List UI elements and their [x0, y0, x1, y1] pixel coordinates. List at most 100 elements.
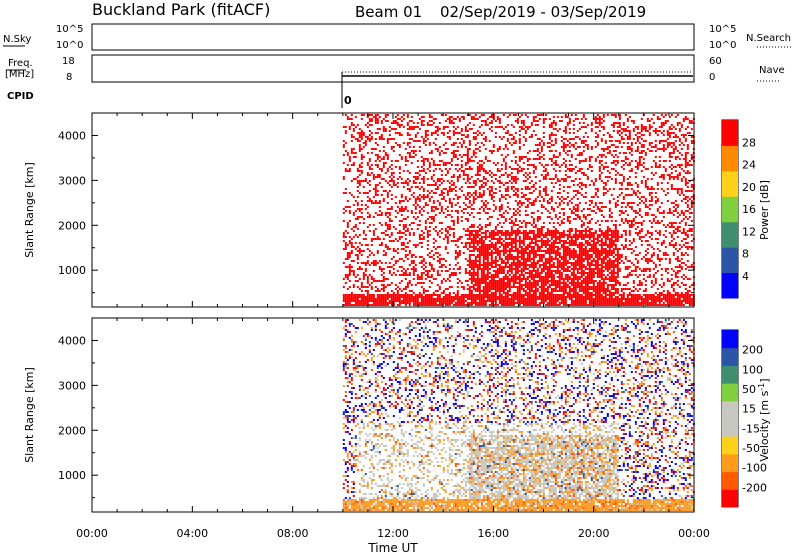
heatmap-cell	[593, 244, 595, 246]
heatmap-cell	[551, 158, 553, 160]
heatmap-cell	[391, 220, 393, 222]
heatmap-cell	[551, 196, 553, 198]
heatmap-cell	[549, 124, 551, 126]
heatmap-cell	[529, 300, 531, 302]
heatmap-cell	[479, 288, 481, 290]
heatmap-cell	[407, 178, 409, 180]
heatmap-cell	[443, 128, 445, 130]
heatmap-cell	[417, 244, 419, 246]
heatmap-cell	[463, 208, 465, 210]
heatmap-cell	[491, 262, 493, 264]
heatmap-cell	[545, 266, 547, 268]
heatmap-cell	[563, 282, 565, 284]
heatmap-cell	[353, 124, 355, 126]
heatmap-cell	[381, 186, 383, 188]
heatmap-cell	[555, 258, 557, 260]
heatmap-cell	[371, 172, 373, 174]
heatmap-cell	[599, 236, 601, 238]
heatmap-cell	[575, 304, 577, 306]
heatmap-cell	[385, 128, 387, 130]
heatmap-cell	[503, 246, 505, 248]
heatmap-cell	[595, 296, 597, 298]
heatmap-cell	[411, 212, 413, 214]
heatmap-cell	[451, 116, 453, 118]
heatmap-cell	[499, 136, 501, 138]
heatmap-cell	[507, 286, 509, 288]
heatmap-cell	[599, 176, 601, 178]
heatmap-cell	[371, 244, 373, 246]
heatmap-cell	[377, 236, 379, 238]
heatmap-cell	[477, 250, 479, 252]
heatmap-cell	[563, 242, 565, 244]
heatmap-cell	[409, 224, 411, 226]
heatmap-cell	[453, 134, 455, 136]
heatmap-cell	[517, 204, 519, 206]
heatmap-cell	[527, 232, 529, 234]
heatmap-cell	[459, 266, 461, 268]
heatmap-cell	[353, 196, 355, 198]
heatmap-cell	[429, 302, 431, 304]
heatmap-cell	[513, 222, 515, 224]
heatmap-cell	[485, 230, 487, 232]
heatmap-cell	[557, 294, 559, 296]
heatmap-cell	[459, 296, 461, 298]
heatmap-cell	[537, 276, 539, 278]
heatmap-cell	[475, 258, 477, 260]
heatmap-cell	[493, 278, 495, 280]
heatmap-cell	[415, 300, 417, 302]
heatmap-cell	[519, 264, 521, 266]
heatmap-cell	[599, 274, 601, 276]
heatmap-cell	[553, 120, 555, 122]
heatmap-cell	[549, 158, 551, 160]
heatmap-cell	[519, 256, 521, 258]
heatmap-cell	[487, 118, 489, 120]
heatmap-cell	[401, 178, 403, 180]
heatmap-cell	[589, 276, 591, 278]
heatmap-cell	[551, 276, 553, 278]
heatmap-cell	[427, 204, 429, 206]
heatmap-cell	[371, 138, 373, 140]
heatmap-cell	[359, 294, 361, 296]
heatmap-cell	[557, 252, 559, 254]
heatmap-cell	[517, 248, 519, 250]
heatmap-cell	[351, 250, 353, 252]
heatmap-cell	[375, 228, 377, 230]
heatmap-cell	[545, 294, 547, 296]
heatmap-cell	[533, 274, 535, 276]
heatmap-cell	[481, 232, 483, 234]
heatmap-cell	[361, 136, 363, 138]
heatmap-cell	[535, 254, 537, 256]
heatmap-cell	[513, 250, 515, 252]
heatmap-cell	[597, 292, 599, 294]
heatmap-cell	[443, 188, 445, 190]
heatmap-cell	[463, 134, 465, 136]
heatmap-cell	[445, 236, 447, 238]
heatmap-cell	[527, 234, 529, 236]
heatmap-cell	[427, 240, 429, 242]
heatmap-cell	[457, 202, 459, 204]
heatmap-cell	[507, 212, 509, 214]
heatmap-cell	[499, 268, 501, 270]
heatmap-cell	[447, 192, 449, 194]
heatmap-cell	[557, 304, 559, 306]
heatmap-cell	[563, 146, 565, 148]
heatmap-cell	[487, 248, 489, 250]
heatmap-cell	[589, 158, 591, 160]
heatmap-cell	[355, 248, 357, 250]
heatmap-cell	[477, 272, 479, 274]
heatmap-cell	[493, 276, 495, 278]
heatmap-cell	[591, 240, 593, 242]
heatmap-cell	[493, 252, 495, 254]
heatmap-cell	[509, 232, 511, 234]
heatmap-cell	[539, 254, 541, 256]
heatmap-cell	[497, 252, 499, 254]
heatmap-cell	[387, 216, 389, 218]
heatmap-cell	[429, 226, 431, 228]
heatmap-cell	[493, 230, 495, 232]
heatmap-cell	[541, 140, 543, 142]
heatmap-cell	[421, 122, 423, 124]
heatmap-cell	[479, 292, 481, 294]
heatmap-cell	[573, 290, 575, 292]
heatmap-cell	[541, 278, 543, 280]
heatmap-cell	[587, 234, 589, 236]
